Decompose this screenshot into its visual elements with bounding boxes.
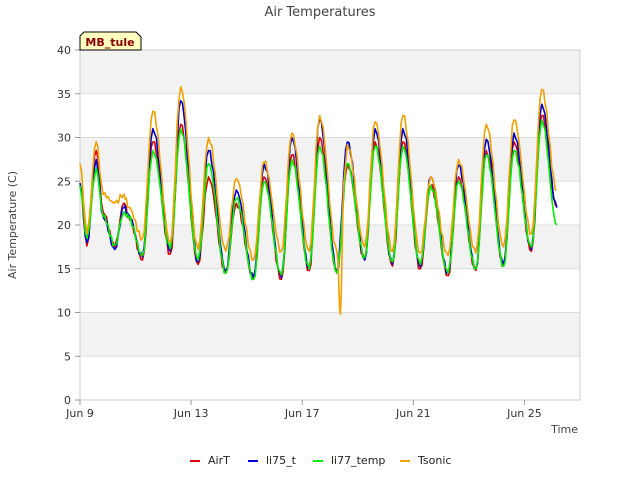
y-tick-label: 40 xyxy=(57,44,71,57)
plot-band xyxy=(80,50,580,94)
legend-label-li75_t: li75_t xyxy=(266,454,297,467)
y-tick-label: 35 xyxy=(57,88,71,101)
site-badge-label: MB_tule xyxy=(85,36,134,49)
legend-label-li77_temp: li77_temp xyxy=(331,454,385,467)
chart-title: Air Temperatures xyxy=(264,5,375,20)
x-axis-ticks: Jun 9 Jun 13 Jun 17 Jun 21 Jun 25 xyxy=(65,400,542,420)
y-tick-label: 15 xyxy=(57,263,71,276)
legend-label-AirT: AirT xyxy=(208,454,230,467)
x-tick-label: Jun 9 xyxy=(65,407,94,420)
series-line-li77_temp xyxy=(79,119,558,281)
x-tick-label: Jun 25 xyxy=(506,407,542,420)
y-tick-label: 20 xyxy=(57,219,71,232)
site-badge-shape xyxy=(79,31,142,51)
y-tick-label: 30 xyxy=(57,132,71,145)
plot-band xyxy=(80,137,580,182)
plot-band xyxy=(80,268,580,313)
site-badge: MB_tule xyxy=(79,31,142,51)
x-tick-label: Jun 13 xyxy=(173,407,209,420)
series-layer xyxy=(79,86,558,316)
y-axis-label: Air Temperature (C) xyxy=(6,171,19,279)
x-axis-label: Time xyxy=(550,423,578,436)
y-tick-label: 25 xyxy=(57,175,71,188)
plot-band xyxy=(80,356,580,400)
x-tick-label: Jun 17 xyxy=(284,407,320,420)
plot-band xyxy=(80,312,580,357)
legend: AirT li75_t li77_temp Tsonic xyxy=(190,454,451,467)
y-tick-label: 10 xyxy=(57,307,71,320)
y-axis-ticks: 0 5 10 15 20 25 30 35 40 xyxy=(57,44,80,407)
y-tick-label: 5 xyxy=(64,350,71,363)
y-tick-label: 0 xyxy=(64,394,71,407)
legend-label-Tsonic: Tsonic xyxy=(417,454,451,467)
x-tick-label: Jun 21 xyxy=(395,407,431,420)
series-line-Tsonic xyxy=(79,86,558,316)
plot-band xyxy=(80,93,580,138)
